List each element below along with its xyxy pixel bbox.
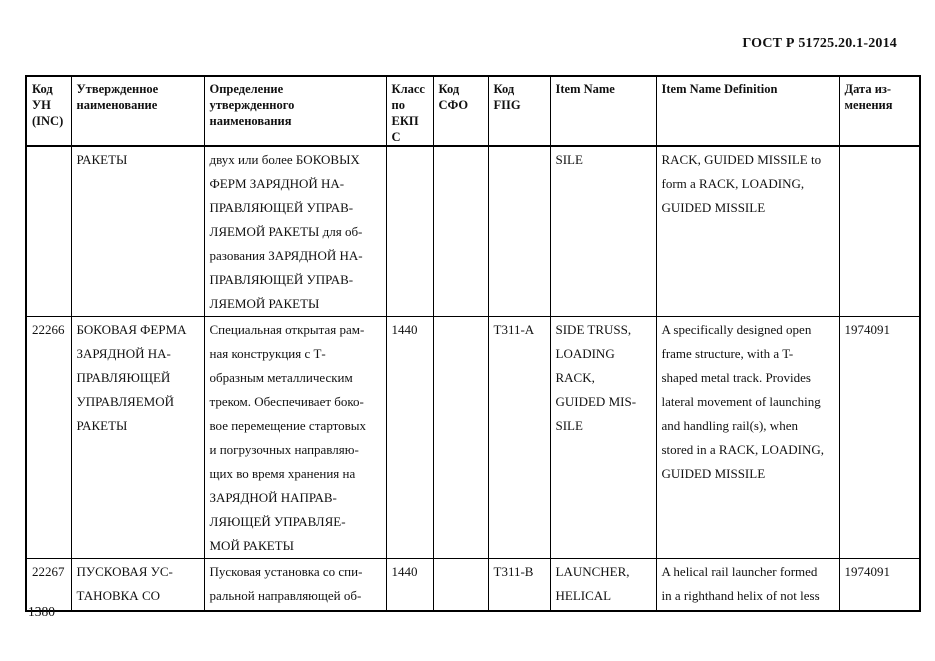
classification-table: Код УН (INC) Утвержденное наименование О… xyxy=(25,75,921,612)
cell-ekps-class xyxy=(385,145,434,317)
cell-item-name-definition: A helical rail launcher formed in a righ… xyxy=(655,558,840,611)
cell-inc-code xyxy=(25,145,72,317)
column-header-fiig-code: Код FIIG xyxy=(487,75,551,147)
cell-item-name: SIDE TRUSS, LOADING RACK, GUIDED MIS- SI… xyxy=(549,316,657,559)
cell-change-date: 1974091 xyxy=(838,558,921,611)
table-row: 22266 БОКОВАЯ ФЕРМА ЗАРЯДНОЙ НА- ПРАВЛЯЮ… xyxy=(25,316,921,559)
column-header-definition-ru: Определение утвержденного наименования xyxy=(203,75,387,147)
cell-approved-name: БОКОВАЯ ФЕРМА ЗАРЯДНОЙ НА- ПРАВЛЯЮЩЕЙ УП… xyxy=(70,316,205,559)
column-header-inc-code: Код УН (INC) xyxy=(25,75,72,147)
cell-approved-name: ПУСКОВАЯ УС- ТАНОВКА СО xyxy=(70,558,205,611)
cell-item-name-definition: RACK, GUIDED MISSILE to form a RACK, LOA… xyxy=(655,145,840,317)
column-header-sfo-code: Код СФО xyxy=(432,75,489,147)
cell-fiig-code: T311-B xyxy=(487,558,551,611)
cell-definition-ru: Специальная открытая рам- ная конструкци… xyxy=(203,316,387,559)
cell-change-date: 1974091 xyxy=(838,316,921,559)
cell-ekps-class: 1440 xyxy=(385,558,434,611)
column-header-approved-name: Утвержденное наименование xyxy=(70,75,205,147)
table-row: 22267 ПУСКОВАЯ УС- ТАНОВКА СО Пусковая у… xyxy=(25,558,921,611)
document-standard-title: ГОСТ Р 51725.20.1-2014 xyxy=(742,36,897,51)
column-header-item-name: Item Name xyxy=(549,75,657,147)
page-number: 1380 xyxy=(28,604,55,619)
cell-definition-ru: Пусковая установка со спи- ральной напра… xyxy=(203,558,387,611)
column-header-change-date: Дата из- менения xyxy=(838,75,921,147)
cell-item-name: LAUNCHER, HELICAL xyxy=(549,558,657,611)
cell-item-name-definition: A specifically designed open frame struc… xyxy=(655,316,840,559)
cell-sfo-code xyxy=(432,316,489,559)
cell-sfo-code xyxy=(432,145,489,317)
table-row: РАКЕТЫ двух или более БОКОВЫХ ФЕРМ ЗАРЯД… xyxy=(25,145,921,317)
cell-fiig-code xyxy=(487,145,551,317)
cell-ekps-class: 1440 xyxy=(385,316,434,559)
cell-item-name: SILE xyxy=(549,145,657,317)
cell-definition-ru: двух или более БОКОВЫХ ФЕРМ ЗАРЯДНОЙ НА-… xyxy=(203,145,387,317)
column-header-ekps-class: Класс по ЕКП С xyxy=(385,75,434,147)
cell-approved-name: РАКЕТЫ xyxy=(70,145,205,317)
cell-change-date xyxy=(838,145,921,317)
column-header-item-name-definition: Item Name Definition xyxy=(655,75,840,147)
cell-inc-code: 22266 xyxy=(25,316,72,559)
cell-sfo-code xyxy=(432,558,489,611)
cell-fiig-code: T311-A xyxy=(487,316,551,559)
cell-inc-code: 22267 xyxy=(25,558,72,611)
table-header-row: Код УН (INC) Утвержденное наименование О… xyxy=(25,75,921,147)
